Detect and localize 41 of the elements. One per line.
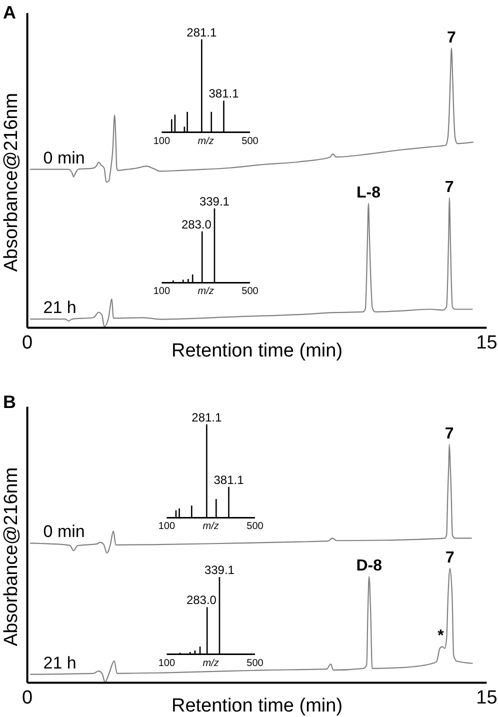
x-tick-label: 500 xyxy=(242,286,259,298)
x-axis-title: m/z xyxy=(198,286,214,298)
series-label: 21 h xyxy=(43,653,76,672)
x-tick-label: 15 xyxy=(476,332,498,354)
x-axis-title: m/z xyxy=(202,521,219,532)
x-tick-label: 500 xyxy=(246,658,264,669)
x-tick-label: 100 xyxy=(153,286,170,298)
y-axis-title: Absorbance@216nm xyxy=(1,92,22,272)
chart-title: A xyxy=(3,2,16,22)
annotation: 381.1 xyxy=(214,472,244,487)
series-label: 0 min xyxy=(43,148,85,168)
x-tick-label: 500 xyxy=(246,521,264,532)
x-tick-label: 100 xyxy=(158,658,176,669)
series-label: 21 h xyxy=(43,298,76,318)
x-tick-label: 100 xyxy=(158,521,176,532)
annotation: 7 xyxy=(444,178,454,196)
x-tick-label: 15 xyxy=(476,688,498,709)
y-axis-title: Absorbance@216nm xyxy=(1,467,22,646)
annotation: 7 xyxy=(444,425,454,442)
series-label: 0 min xyxy=(43,522,85,542)
annotation: L-8 xyxy=(356,184,381,202)
x-axis-title: Retention time (min) xyxy=(171,340,343,362)
annotation: D-8 xyxy=(356,558,382,575)
annotation: 7 xyxy=(447,29,456,46)
annotation: 281.1 xyxy=(192,410,222,424)
x-axis-title: m/z xyxy=(202,658,219,669)
annotation: 281.1 xyxy=(186,25,218,40)
annotation: 283.0 xyxy=(181,217,212,232)
x-axis-title: m/z xyxy=(198,136,214,147)
x-tick-label: 0 xyxy=(22,688,33,709)
x-tick-label: 0 xyxy=(22,332,33,354)
annotation: 381.1 xyxy=(208,86,240,101)
annotation: 7 xyxy=(445,549,454,566)
x-tick-label: 100 xyxy=(153,136,170,147)
x-axis-title: Retention time (min) xyxy=(171,696,343,717)
annotation: 339.1 xyxy=(204,563,235,577)
annotation: 339.1 xyxy=(199,194,230,208)
chart-title: B xyxy=(3,392,16,412)
x-tick-label: 500 xyxy=(242,136,259,147)
annotation: 283.0 xyxy=(186,593,217,608)
annotation: * xyxy=(438,628,445,645)
